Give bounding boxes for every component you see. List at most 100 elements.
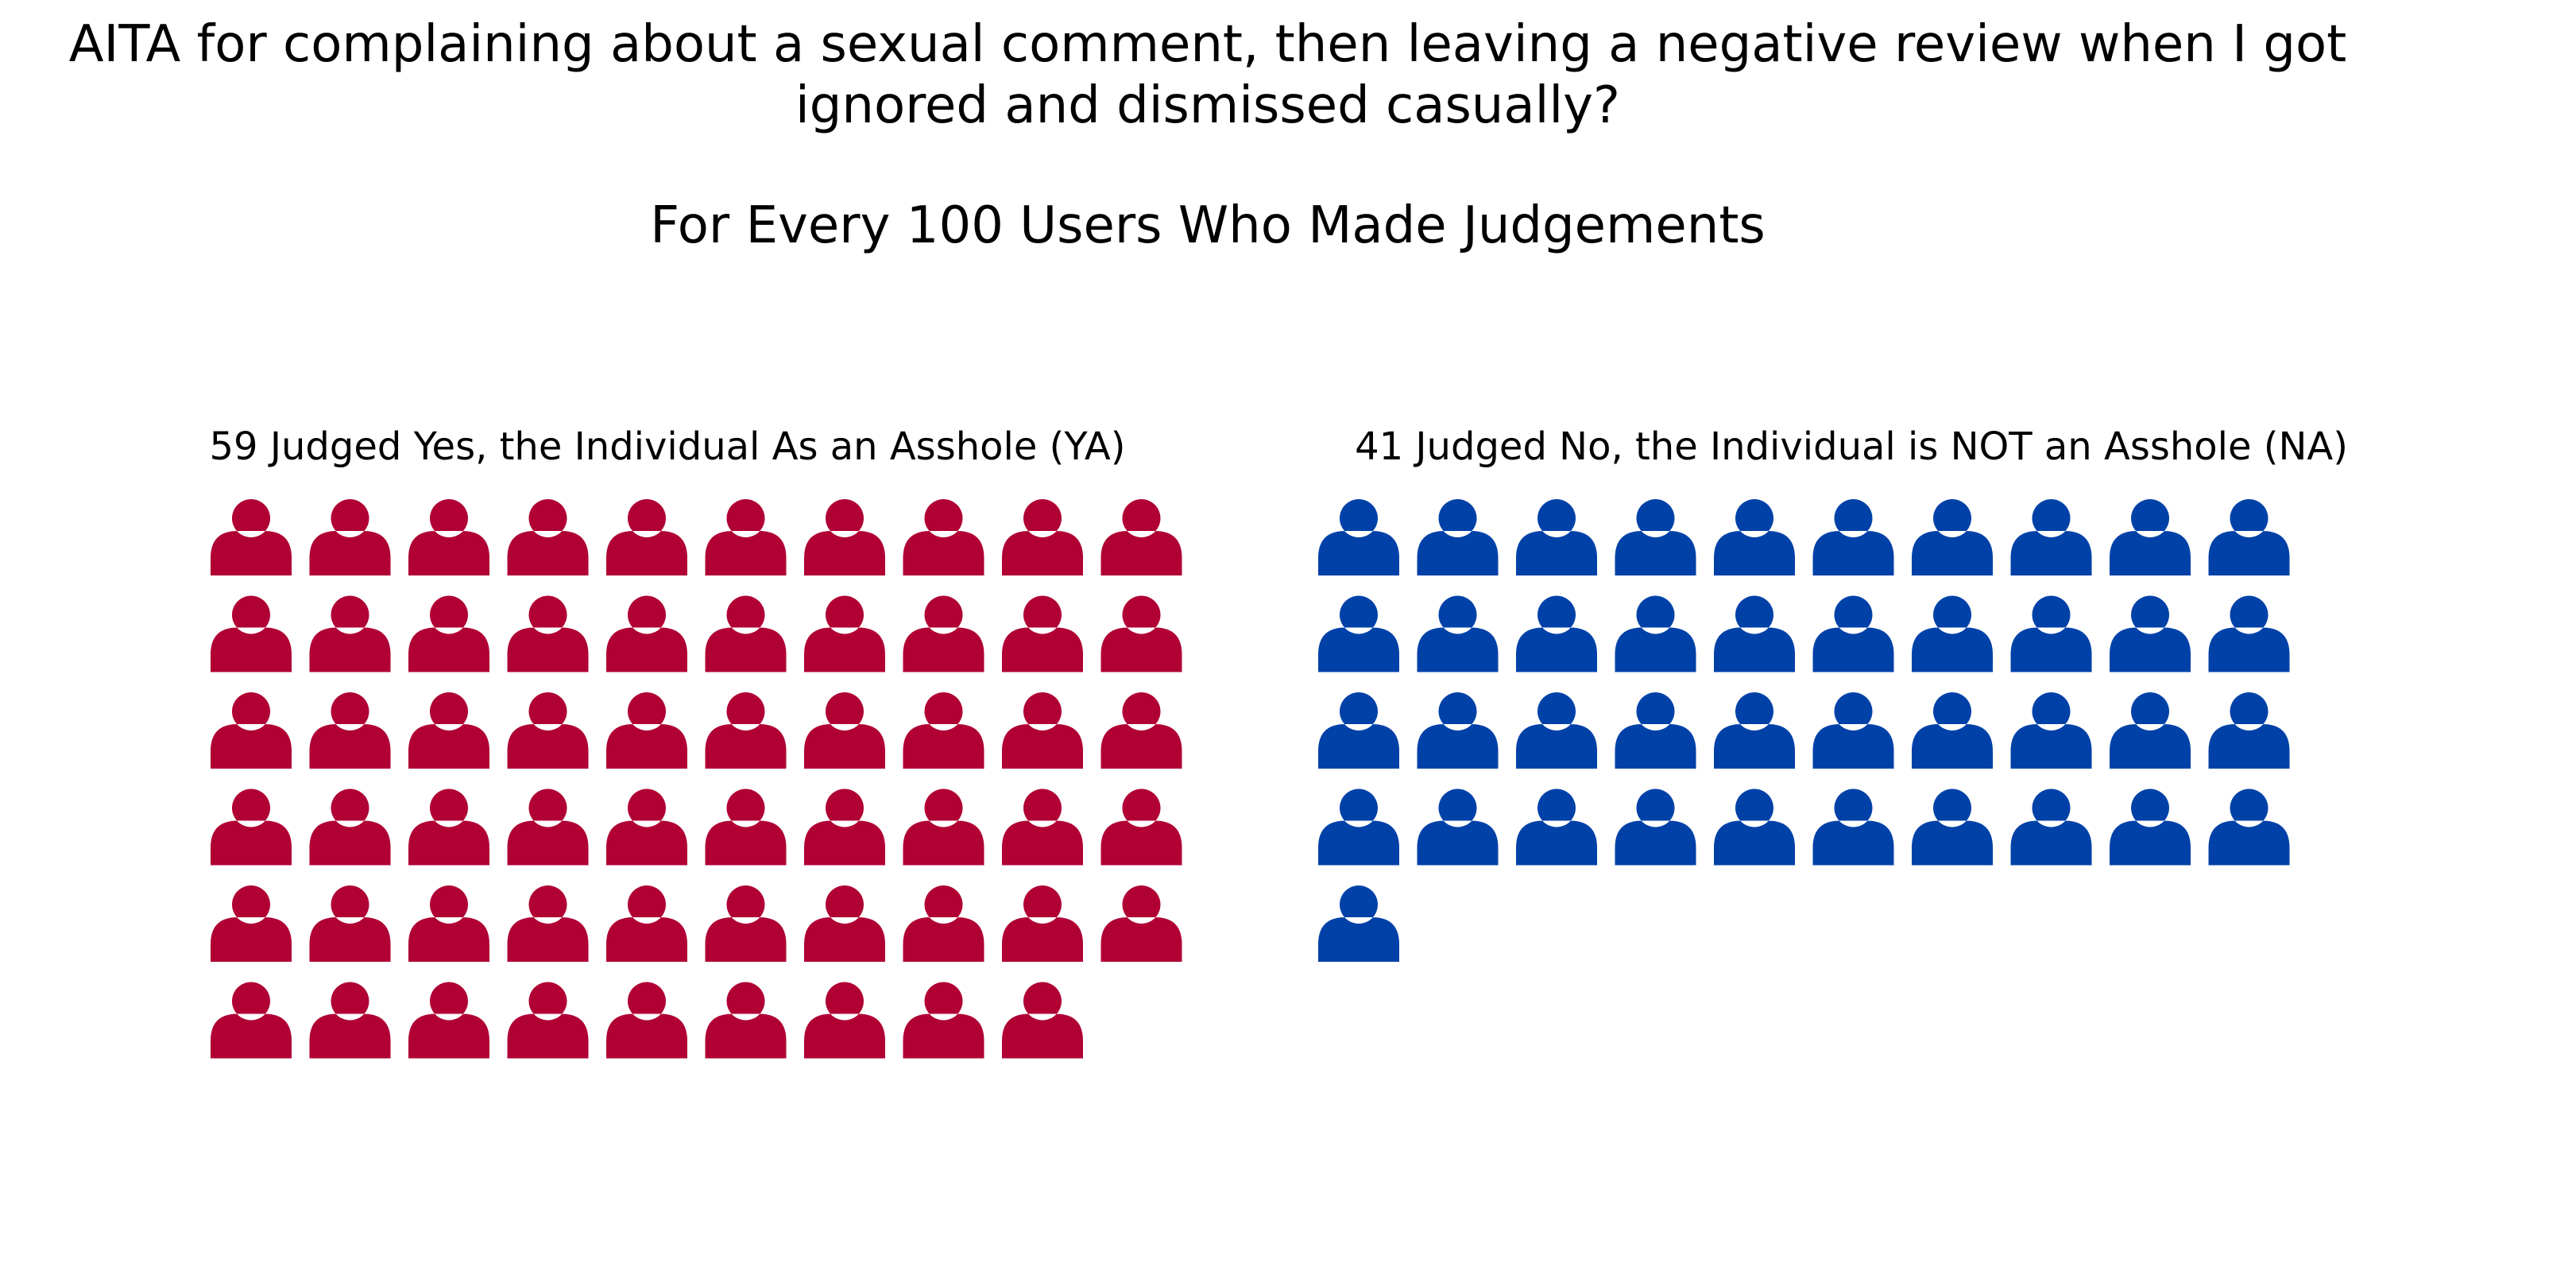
na-person-icon-15 bbox=[1714, 595, 1795, 672]
na-person-icon-19 bbox=[2110, 595, 2191, 672]
na-person-icon-12 bbox=[1417, 595, 1499, 672]
ya-person-icon-38 bbox=[903, 788, 984, 866]
na-person-icon-24 bbox=[1615, 692, 1696, 769]
na-person-icon-16 bbox=[1812, 595, 1894, 672]
na-person-icon-33 bbox=[1516, 788, 1597, 866]
ya-person-icon-8 bbox=[903, 499, 984, 575]
ya-person-icon-42 bbox=[309, 885, 391, 962]
na-person-icon-40 bbox=[2208, 788, 2290, 866]
ya-person-icon-15 bbox=[606, 595, 687, 672]
ya-person-icon-3 bbox=[408, 499, 489, 575]
na-person-icon-21 bbox=[1318, 692, 1399, 769]
na-person-icon-5 bbox=[1714, 499, 1795, 575]
ya-person-icon-5 bbox=[606, 499, 687, 575]
ya-person-icon-47 bbox=[804, 885, 885, 962]
na-person-icon-27 bbox=[1912, 692, 1993, 769]
na-person-icon-39 bbox=[2110, 788, 2191, 866]
ya-person-icon-12 bbox=[309, 595, 391, 672]
ya-person-icon-59 bbox=[1002, 982, 1083, 1059]
ya-person-icon-1 bbox=[211, 499, 292, 575]
na-person-icon-36 bbox=[1812, 788, 1894, 866]
ya-person-icon-19 bbox=[1002, 595, 1083, 672]
ya-person-icon-20 bbox=[1100, 595, 1182, 672]
ya-person-icon-32 bbox=[309, 788, 391, 866]
ya-person-icon-21 bbox=[211, 692, 292, 769]
na-person-icon-22 bbox=[1417, 692, 1499, 769]
ya-person-icon-16 bbox=[705, 595, 787, 672]
na-person-icon-8 bbox=[2010, 499, 2092, 575]
ya-person-icon-45 bbox=[606, 885, 687, 962]
ya-person-icon-25 bbox=[606, 692, 687, 769]
ya-person-icon-23 bbox=[408, 692, 489, 769]
ya-person-icon-7 bbox=[804, 499, 885, 575]
chart-title-line-2: ignored and dismissed casually? bbox=[795, 76, 1620, 135]
ya-person-icon-51 bbox=[211, 982, 292, 1059]
na-icon-grid bbox=[1318, 499, 2290, 962]
na-person-icon-18 bbox=[2010, 595, 2092, 672]
ya-person-icon-11 bbox=[211, 595, 292, 672]
ya-person-icon-56 bbox=[705, 982, 787, 1059]
na-person-icon-6 bbox=[1812, 499, 1894, 575]
chart-title-line-1: AITA for complaining about a sexual comm… bbox=[68, 15, 2347, 74]
ya-person-icon-18 bbox=[903, 595, 984, 672]
na-person-icon-37 bbox=[1912, 788, 1993, 866]
ya-person-icon-33 bbox=[408, 788, 489, 866]
na-person-icon-4 bbox=[1615, 499, 1696, 575]
ya-person-icon-30 bbox=[1100, 692, 1182, 769]
ya-person-icon-54 bbox=[507, 982, 589, 1059]
ya-person-icon-26 bbox=[705, 692, 787, 769]
na-person-icon-14 bbox=[1615, 595, 1696, 672]
na-person-icon-31 bbox=[1318, 788, 1399, 866]
ya-person-icon-29 bbox=[1002, 692, 1083, 769]
na-person-icon-25 bbox=[1714, 692, 1795, 769]
ya-person-icon-49 bbox=[1002, 885, 1083, 962]
ya-person-icon-10 bbox=[1100, 499, 1182, 575]
na-person-icon-38 bbox=[2010, 788, 2092, 866]
ya-person-icon-44 bbox=[507, 885, 589, 962]
ya-person-icon-40 bbox=[1100, 788, 1182, 866]
ya-person-icon-28 bbox=[903, 692, 984, 769]
ya-person-icon-35 bbox=[606, 788, 687, 866]
na-person-icon-7 bbox=[1912, 499, 1993, 575]
na-person-icon-2 bbox=[1417, 499, 1499, 575]
ya-person-icon-4 bbox=[507, 499, 589, 575]
na-person-icon-3 bbox=[1516, 499, 1597, 575]
ya-person-icon-57 bbox=[804, 982, 885, 1059]
na-person-icon-10 bbox=[2208, 499, 2290, 575]
na-person-icon-17 bbox=[1912, 595, 1993, 672]
ya-person-icon-53 bbox=[408, 982, 489, 1059]
ya-person-icon-52 bbox=[309, 982, 391, 1059]
na-person-icon-34 bbox=[1615, 788, 1696, 866]
ya-person-icon-39 bbox=[1002, 788, 1083, 866]
na-person-icon-26 bbox=[1812, 692, 1894, 769]
na-person-icon-41 bbox=[1318, 885, 1399, 962]
na-person-icon-20 bbox=[2208, 595, 2290, 672]
na-person-icon-32 bbox=[1417, 788, 1499, 866]
ya-person-icon-34 bbox=[507, 788, 589, 866]
ya-person-icon-41 bbox=[211, 885, 292, 962]
ya-person-icon-55 bbox=[606, 982, 687, 1059]
na-panel-title: 41 Judged No, the Individual is NOT an A… bbox=[1355, 424, 2348, 469]
na-person-icon-30 bbox=[2208, 692, 2290, 769]
ya-person-icon-24 bbox=[507, 692, 589, 769]
ya-panel-title: 59 Judged Yes, the Individual As an Assh… bbox=[209, 424, 1126, 469]
ya-person-icon-58 bbox=[903, 982, 984, 1059]
ya-person-icon-27 bbox=[804, 692, 885, 769]
na-person-icon-1 bbox=[1318, 499, 1399, 575]
ya-person-icon-37 bbox=[804, 788, 885, 866]
ya-person-icon-6 bbox=[705, 499, 787, 575]
ya-person-icon-46 bbox=[705, 885, 787, 962]
na-person-icon-23 bbox=[1516, 692, 1597, 769]
ya-person-icon-9 bbox=[1002, 499, 1083, 575]
ya-person-icon-13 bbox=[408, 595, 489, 672]
ya-person-icon-14 bbox=[507, 595, 589, 672]
ya-person-icon-36 bbox=[705, 788, 787, 866]
ya-person-icon-50 bbox=[1100, 885, 1182, 962]
na-person-icon-28 bbox=[2010, 692, 2092, 769]
ya-person-icon-22 bbox=[309, 692, 391, 769]
chart-title: AITA for complaining about a sexual comm… bbox=[0, 14, 2415, 137]
ya-person-icon-17 bbox=[804, 595, 885, 672]
na-person-icon-9 bbox=[2110, 499, 2191, 575]
ya-person-icon-31 bbox=[211, 788, 292, 866]
